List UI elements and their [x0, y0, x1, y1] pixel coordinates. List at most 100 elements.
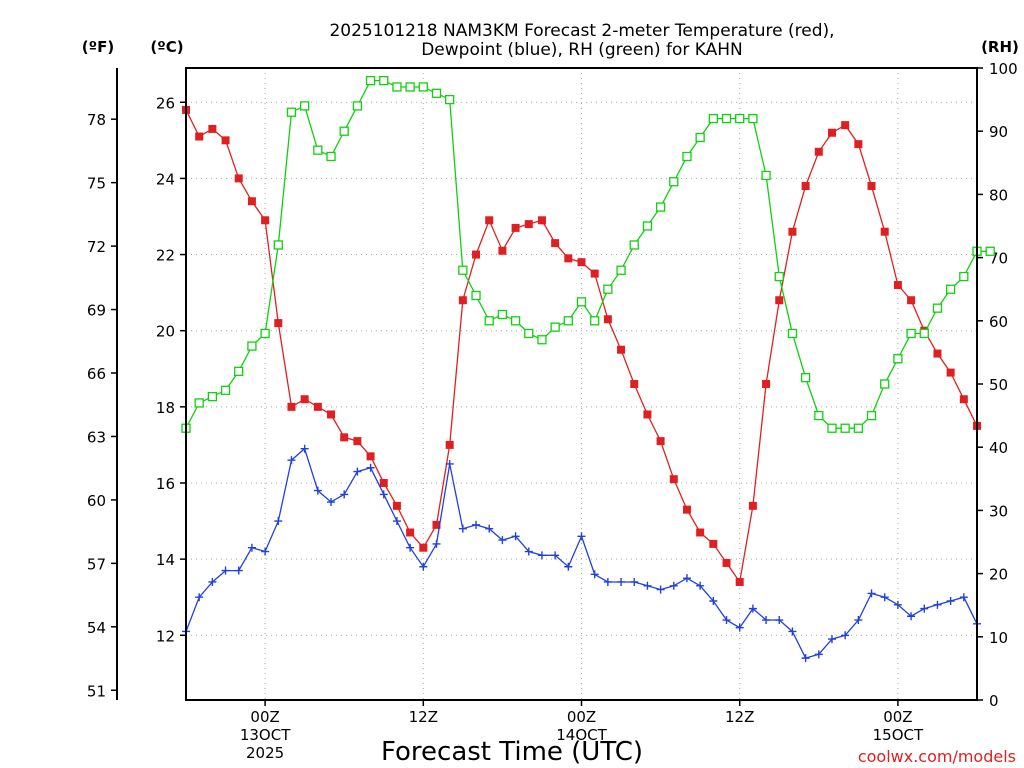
dewpoint-point: [551, 551, 560, 560]
temperature-point: [959, 395, 968, 404]
rh-tick-label: 50: [989, 376, 1008, 394]
rh-point: [247, 341, 257, 351]
rh-point: [787, 328, 798, 339]
dewpoint-point: [656, 585, 665, 594]
grid-lines: [186, 68, 977, 700]
chart-title-line-2: Dewpoint (blue), RH (green) for KAHN: [421, 40, 743, 60]
fahrenheit-tick-label: 69: [87, 302, 106, 320]
fahrenheit-tick-label: 54: [87, 619, 106, 637]
rh-point: [932, 303, 943, 313]
temperature-point: [841, 121, 850, 130]
plot-frame: [185, 67, 978, 701]
temperature-point: [643, 410, 652, 419]
celsius-tick-label: 20: [156, 323, 175, 341]
rh-point: [352, 101, 363, 111]
fahrenheit-tick-label: 63: [87, 428, 106, 446]
rh-point: [445, 94, 455, 105]
dewpoint-point: [340, 490, 349, 499]
dewpoint-point: [379, 490, 388, 499]
rh-point: [866, 410, 877, 421]
rh-point: [405, 82, 415, 92]
temperature-point: [867, 182, 876, 191]
dewpoint-point: [880, 593, 889, 602]
rh-tick-label: 30: [989, 502, 1008, 520]
dewpoint-point: [630, 577, 639, 586]
rh-tick-label: 0: [989, 692, 999, 710]
temperature-point: [379, 478, 388, 487]
temperature-point: [762, 380, 771, 388]
rh-point: [524, 328, 534, 339]
fahrenheit-tick-label: 66: [87, 365, 106, 383]
temperature-point: [247, 197, 256, 206]
dewpoint-point: [907, 612, 916, 621]
dewpoint-point: [946, 597, 955, 606]
dewpoint-point: [524, 547, 533, 556]
temperature-point: [327, 410, 336, 419]
dewpoint-point: [406, 543, 415, 552]
dewpoint-point: [682, 574, 691, 583]
rh-point: [286, 107, 297, 117]
rh-point: [418, 82, 428, 92]
dewpoint-point: [537, 551, 546, 560]
temperature-point: [564, 254, 573, 263]
rh-point: [774, 271, 784, 282]
rh-tick-label: 90: [989, 123, 1008, 141]
temperature-point: [234, 174, 243, 183]
dewpoint-point: [274, 517, 283, 526]
fahrenheit-tick-label: 78: [87, 111, 106, 129]
temperature-point: [603, 315, 612, 324]
x-tick-label: 13OCT: [240, 726, 291, 744]
dewpoint-point: [920, 604, 929, 613]
dewpoint-point: [247, 543, 256, 552]
temperature-point: [933, 349, 942, 358]
dewpoint-point: [366, 463, 375, 472]
temperature-point: [907, 296, 916, 305]
rh-point: [563, 316, 573, 326]
rh-tick-label: 80: [989, 186, 1008, 204]
temperature-point: [551, 239, 560, 248]
temperature-point: [827, 128, 836, 137]
dewpoint-point: [867, 589, 876, 598]
temperature-point: [537, 216, 546, 225]
dewpoint-point: [709, 597, 718, 606]
dewpoint-point: [485, 524, 494, 533]
celsius-tick-label: 26: [156, 94, 175, 112]
dewpoint-point: [313, 486, 322, 495]
temperature-point: [577, 258, 586, 267]
rh-point: [537, 335, 547, 345]
dewpoint-point: [300, 444, 309, 453]
celsius-tick-label: 12: [156, 627, 175, 645]
rh-point: [603, 284, 613, 294]
fahrenheit-tick-label: 51: [87, 682, 106, 700]
dewpoint-point: [419, 562, 428, 571]
rh-point: [695, 132, 705, 143]
dewpoint-point: [392, 517, 401, 526]
rh-point: [721, 113, 732, 124]
dewpoint-point: [353, 467, 362, 476]
rh-tick-label: 60: [989, 313, 1008, 331]
dewpoint-point: [893, 600, 902, 609]
dewpoint-point: [221, 566, 230, 575]
rh-point: [840, 423, 850, 433]
rh-point: [550, 322, 560, 332]
rh-point: [629, 240, 639, 250]
dewpoint-point: [801, 654, 810, 663]
temperature-point: [669, 475, 678, 484]
temperature-point: [458, 296, 467, 305]
temperature-point: [946, 368, 955, 377]
rh-point: [708, 113, 718, 124]
axis-ticks: 12 14 16 18 20 22 24 26 51 54 57 60 63 66 69 72 75 78 0 10 2…: [87, 60, 1018, 762]
temperature-point: [300, 395, 309, 404]
dewpoint-point: [775, 616, 784, 625]
temperature-point: [722, 558, 731, 567]
temperature-point: [406, 528, 415, 537]
x-tick-label: 2025: [246, 744, 284, 762]
dewpoint-point: [511, 532, 520, 541]
temperature-point: [630, 380, 639, 388]
rh-point: [814, 410, 824, 421]
rh-point: [669, 177, 679, 187]
temperature-point: [696, 528, 705, 537]
x-tick-label: 14OCT: [556, 726, 607, 744]
dewpoint-point: [841, 631, 850, 640]
temperature-point: [617, 345, 626, 354]
